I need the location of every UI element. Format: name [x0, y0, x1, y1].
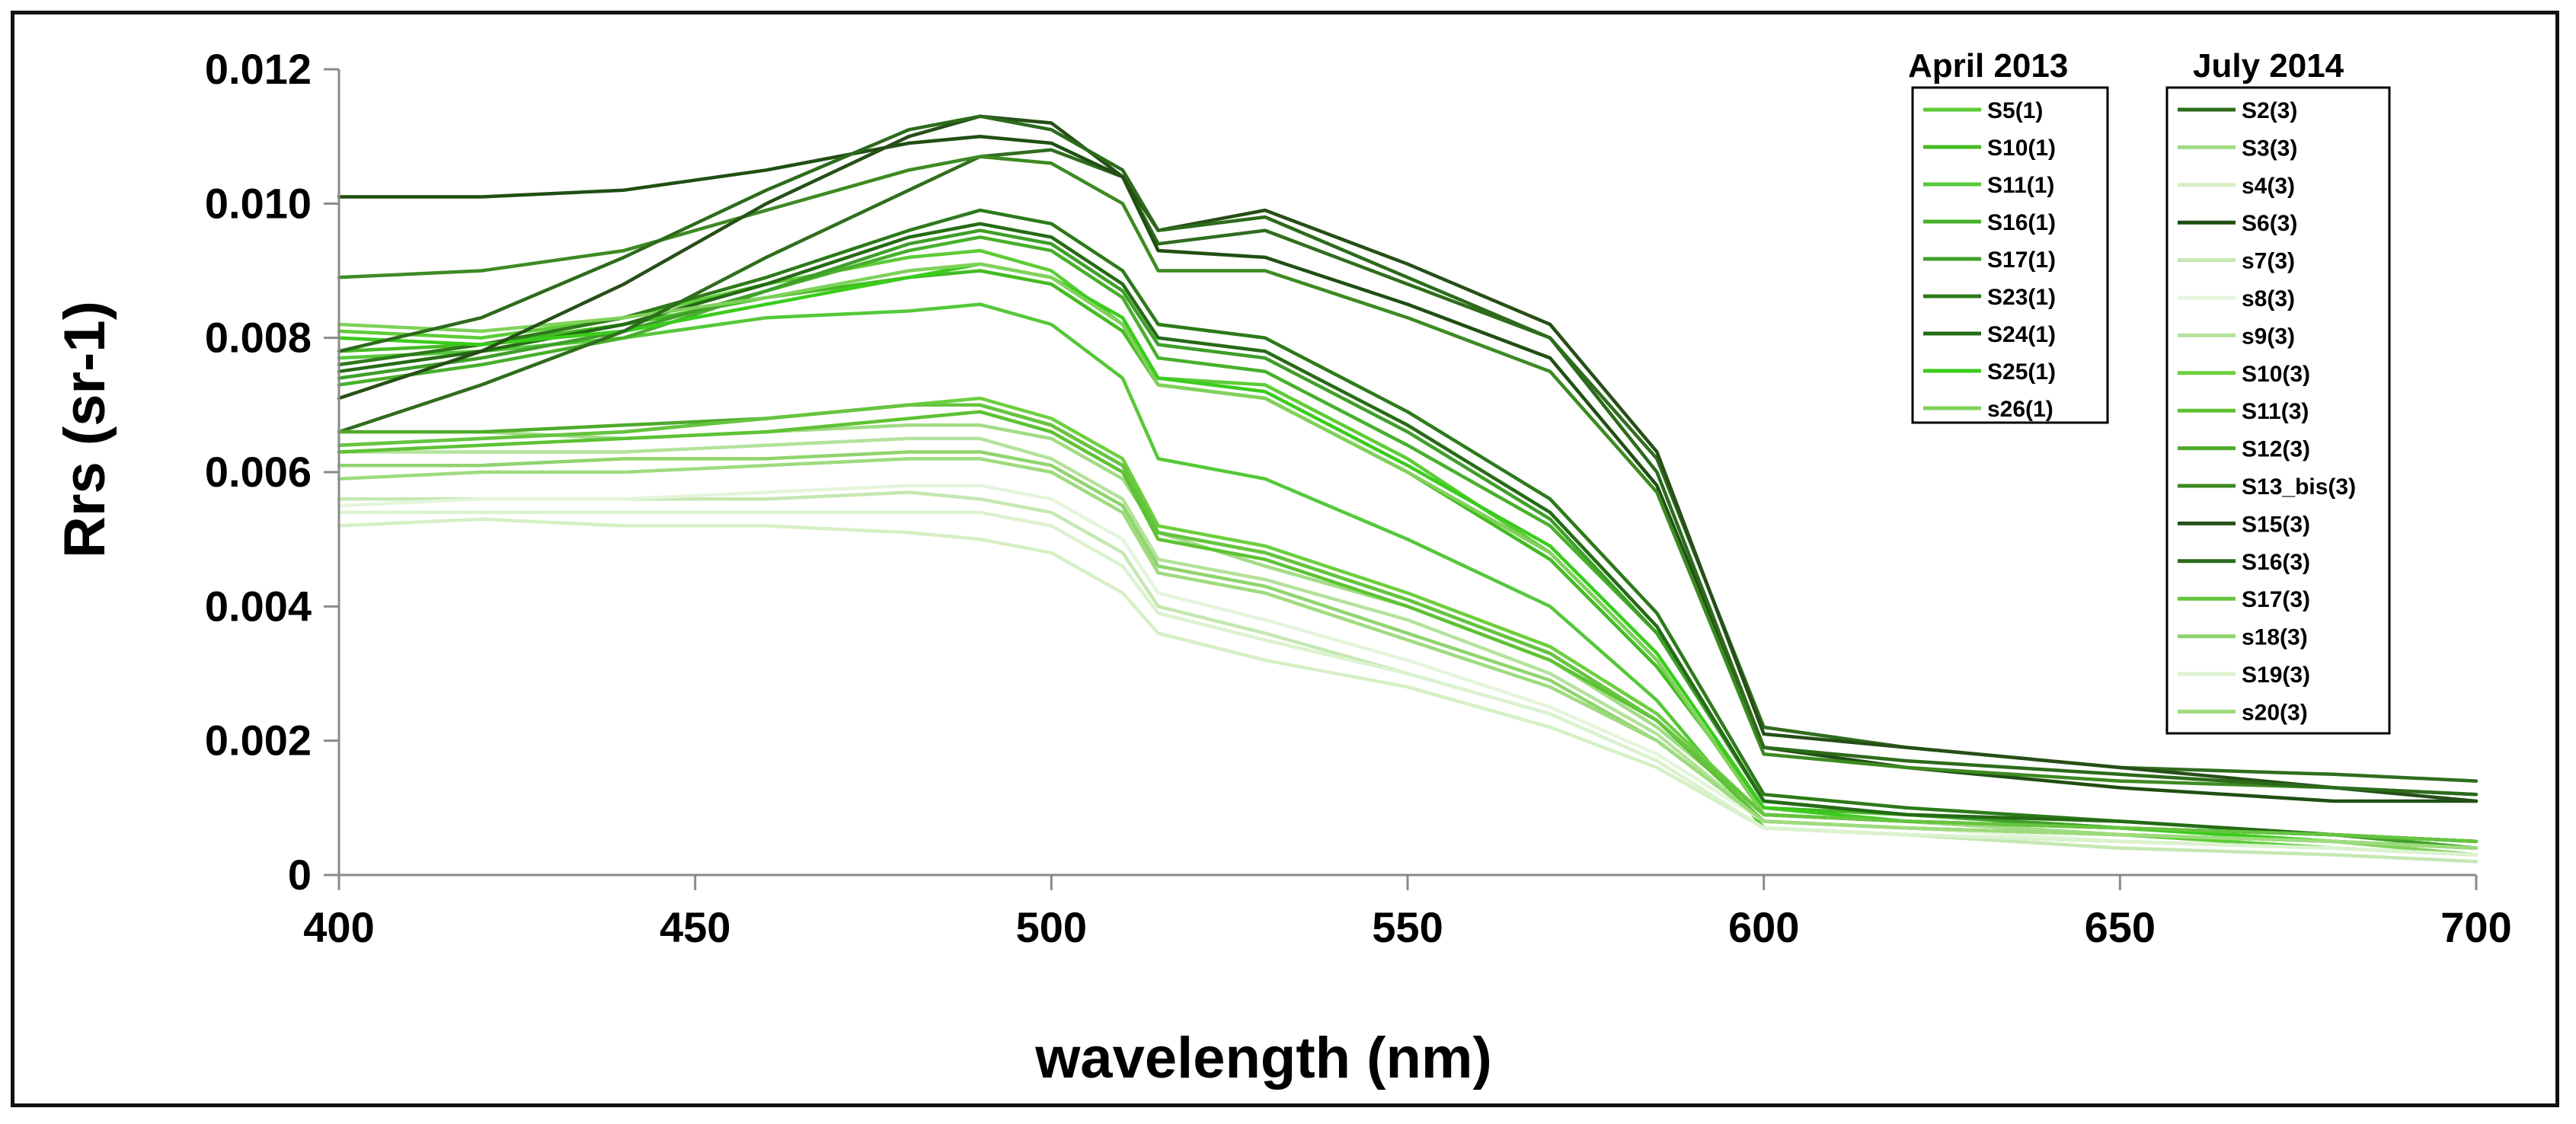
- series-line-s3-3: [337, 423, 2479, 850]
- axes: [324, 68, 2478, 890]
- legend-label: s18(3): [2242, 625, 2308, 650]
- legend-title-july-2014: July 2014: [2193, 47, 2344, 85]
- legend-box-april-2013: [1911, 86, 2109, 424]
- legend-label: S23(1): [1987, 285, 2056, 310]
- series-line-s5-1: [337, 248, 2479, 857]
- y-axis-title: Rrs (sr-1): [53, 301, 117, 558]
- series-line-s26-1: [337, 262, 2479, 857]
- y-tick-label: 0.012: [205, 45, 312, 93]
- x-tick-label: 700: [2440, 903, 2511, 951]
- y-tick-label: 0.010: [205, 179, 312, 227]
- x-axis-title: wavelength (nm): [1034, 1026, 1492, 1090]
- legend-label: S5(1): [1987, 98, 2043, 123]
- series-line-s25-1: [337, 262, 2479, 850]
- legend-label: S19(3): [2242, 663, 2310, 688]
- legend-label: S24(1): [1987, 322, 2056, 347]
- legend-label: S10(3): [2242, 362, 2310, 387]
- legend-label: S16(3): [2242, 550, 2310, 575]
- legend-label: S3(3): [2242, 136, 2297, 161]
- legend-label: s26(1): [1987, 397, 2053, 422]
- legend-label: S6(3): [2242, 211, 2297, 236]
- y-tick-label: 0: [288, 851, 312, 899]
- legend-label: S17(1): [1987, 247, 2056, 273]
- x-tick-label: 500: [1016, 903, 1087, 951]
- legend-label: s8(3): [2242, 286, 2295, 311]
- legend-label: s20(3): [2242, 700, 2308, 725]
- legend-label: S17(3): [2242, 587, 2310, 612]
- series-lines: [337, 114, 2479, 864]
- x-tick-label: 550: [1372, 903, 1443, 951]
- legend-title-april-2013: April 2013: [1908, 47, 2068, 85]
- x-tick-label: 450: [660, 903, 730, 951]
- legend-label: s9(3): [2242, 324, 2295, 349]
- series-line-s16-3: [337, 114, 2479, 797]
- series-line-s13-bis-3: [337, 155, 2479, 797]
- legend-label: S10(1): [1987, 136, 2056, 161]
- y-tick-label: 0.002: [205, 717, 312, 765]
- series-line-s20-3: [337, 457, 2479, 850]
- legend-label: s4(3): [2242, 174, 2295, 199]
- series-line-s15-3: [337, 114, 2479, 803]
- chart-frame: 400 450 500 550 600 650 700 0 0.002 0.004 0.006 0.…: [11, 11, 2559, 1107]
- series-line-s19-3: [337, 510, 2479, 857]
- x-tick-label: 650: [2085, 903, 2156, 951]
- series-line-s4-3: [337, 517, 2479, 857]
- legend-label: S15(3): [2242, 512, 2310, 537]
- legend-label: S11(3): [2242, 399, 2309, 424]
- legend-april-2013: April 2013 S5(1) S10(1) S11(1) S16(1) S17(1)…: [1908, 47, 2109, 424]
- legend-label: S16(1): [1987, 210, 2056, 235]
- series-line-s17-3: [337, 403, 2479, 844]
- spectral-reflectance-chart: 400 450 500 550 600 650 700 0 0.002 0.004 0.006 0.…: [53, 45, 2512, 1090]
- legend-label: S2(3): [2242, 98, 2297, 123]
- series-line-s10-1: [337, 269, 2479, 850]
- series-line-s16-1: [337, 235, 2479, 850]
- series-line-s7-3: [337, 490, 2479, 864]
- series-line-s23-1: [337, 208, 2479, 844]
- legend-july-2014: July 2014 S2(3) S3(3) s4(3) S6(3) s7(3) s8(3)…: [2165, 47, 2391, 735]
- y-tick-label: 0.006: [205, 448, 312, 496]
- x-tick-label: 600: [1728, 903, 1799, 951]
- x-tick-labels: 400 450 500 550 600 650 700: [303, 903, 2511, 951]
- legend-label: S12(3): [2242, 437, 2310, 462]
- x-tick-label: 400: [303, 903, 374, 951]
- y-tick-label: 0.004: [205, 582, 312, 630]
- legend-label: S13_bis(3): [2242, 474, 2356, 500]
- legend-label: s7(3): [2242, 249, 2295, 274]
- legend-label: S25(1): [1987, 359, 2056, 385]
- series-line-s24-1: [337, 222, 2479, 844]
- y-tick-labels: 0 0.002 0.004 0.006 0.008 0.010 0.012: [205, 45, 312, 899]
- legend-label: S11(1): [1987, 173, 2054, 198]
- y-tick-label: 0.008: [205, 314, 312, 362]
